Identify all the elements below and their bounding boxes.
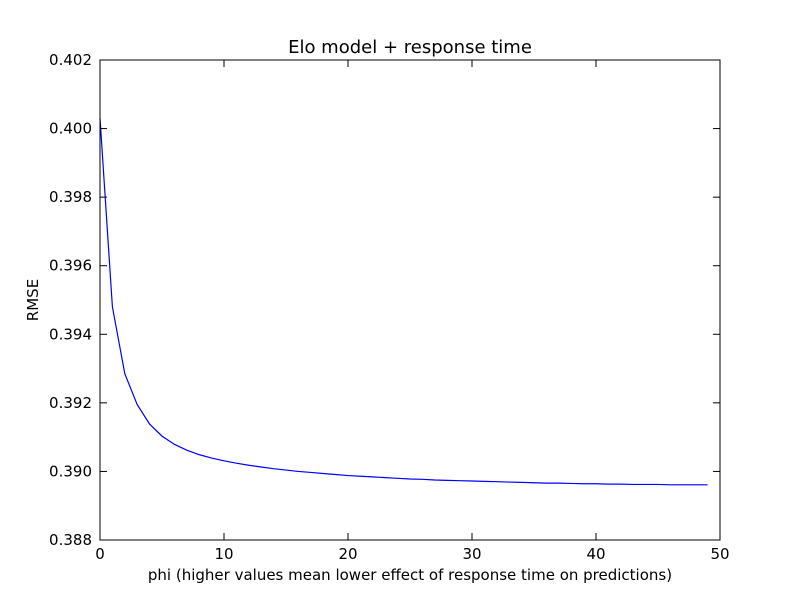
y-tick-label: 0.396 xyxy=(49,257,92,275)
x-tick-label: 50 xyxy=(710,545,729,563)
x-tick-label: 10 xyxy=(214,545,233,563)
y-tick-label: 0.398 xyxy=(49,188,92,206)
x-tick-label: 0 xyxy=(95,545,105,563)
y-tick-label: 0.402 xyxy=(49,51,92,69)
y-tick-label: 0.390 xyxy=(49,462,92,480)
x-tick-label: 40 xyxy=(586,545,605,563)
x-axis-label: phi (higher values mean lower effect of … xyxy=(148,566,672,584)
plot-frame xyxy=(99,59,721,541)
y-tick-label: 0.394 xyxy=(49,325,92,343)
x-tick-label: 30 xyxy=(462,545,481,563)
series-layer xyxy=(99,118,708,486)
x-tick-label: 20 xyxy=(338,545,357,563)
series-line xyxy=(99,118,708,486)
plot-area xyxy=(100,60,720,540)
y-axis-label: RMSE xyxy=(24,279,42,321)
y-tick-label: 0.400 xyxy=(49,120,92,138)
y-tick-label: 0.388 xyxy=(49,531,92,549)
y-tick-label: 0.392 xyxy=(49,394,92,412)
chart-title: Elo model + response time xyxy=(288,37,532,58)
